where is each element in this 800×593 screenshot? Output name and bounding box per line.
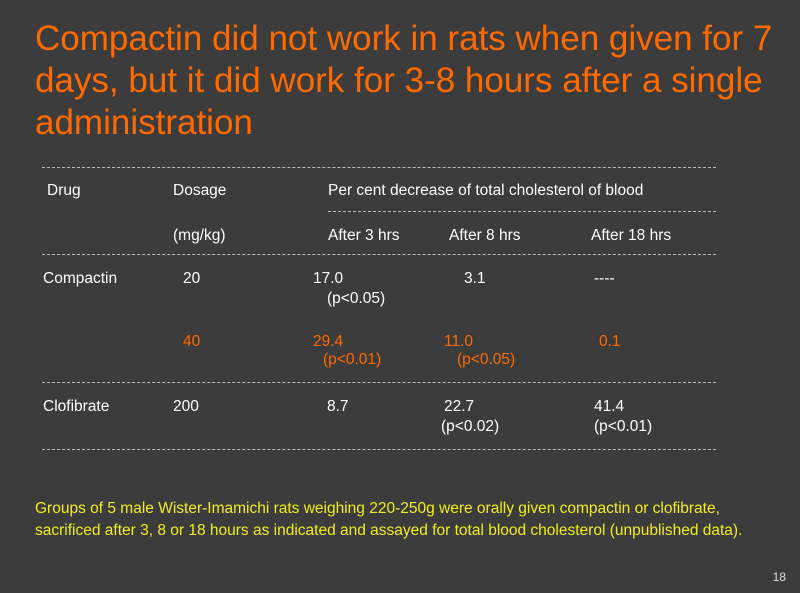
cell-drug: Compactin bbox=[43, 270, 118, 287]
slide-title: Compactin did not work in rats when give… bbox=[35, 19, 773, 142]
cell-8h: 22.7 bbox=[444, 398, 475, 415]
cell-18h: 0.1 bbox=[599, 333, 621, 350]
cell-8h-p: (p<0.05) bbox=[457, 351, 516, 368]
cell-18h: 41.4 bbox=[594, 398, 625, 415]
cell-18h-p: (p<0.01) bbox=[594, 418, 653, 435]
cell-3h: 29.4 bbox=[313, 333, 344, 350]
cell-8h: 3.1 bbox=[464, 270, 486, 287]
header-unit: (mg/kg) bbox=[173, 227, 226, 244]
header-after-3: After 3 hrs bbox=[328, 227, 400, 244]
cell-dose: 40 bbox=[183, 333, 201, 350]
header-after-8: After 8 hrs bbox=[449, 227, 521, 244]
header-group: Per cent decrease of total cholesterol o… bbox=[328, 182, 644, 199]
page-number: 18 bbox=[772, 570, 786, 584]
cell-dose: 20 bbox=[183, 270, 201, 287]
table-rule-bottom bbox=[42, 449, 716, 450]
cell-drug: Clofibrate bbox=[43, 398, 110, 415]
header-drug: Drug bbox=[47, 182, 81, 199]
table-rule-top bbox=[42, 167, 716, 168]
header-after-18: After 18 hrs bbox=[591, 227, 672, 244]
cell-3h: 8.7 bbox=[327, 398, 349, 415]
cell-8h: 11.0 bbox=[444, 333, 474, 350]
cell-8h-p: (p<0.02) bbox=[441, 418, 500, 435]
table-rule-subheader bbox=[328, 211, 716, 212]
cell-3h-p: (p<0.05) bbox=[327, 290, 386, 307]
cell-18h: ---- bbox=[594, 270, 615, 287]
cell-3h-p: (p<0.01) bbox=[323, 351, 382, 368]
cell-dose: 200 bbox=[173, 398, 199, 415]
header-dosage: Dosage bbox=[173, 182, 227, 199]
cell-3h: 17.0 bbox=[313, 270, 344, 287]
table-rule-middle bbox=[42, 382, 716, 383]
table-rule-header-bottom bbox=[42, 254, 716, 255]
footnote: Groups of 5 male Wister-Imamichi rats we… bbox=[35, 500, 743, 539]
